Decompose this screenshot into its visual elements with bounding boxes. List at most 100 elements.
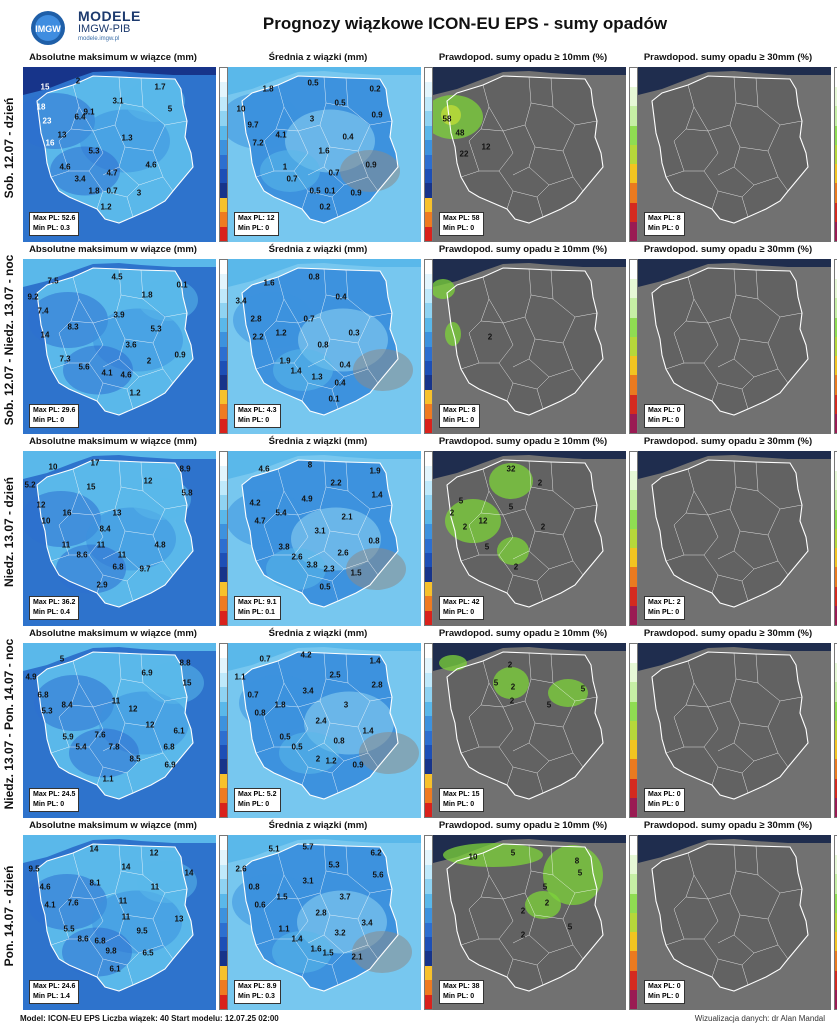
forecast-row: Sob. 12.07 - Niedz. 13.07 - noc Absolutne… — [0, 244, 837, 436]
value-label: 8.9 — [179, 464, 191, 474]
value-label: 18 — [36, 102, 46, 112]
value-label: 5.6 — [372, 870, 384, 880]
panel-title: Średnia z wiązki (mm) — [268, 820, 368, 831]
max-value: Max PL: 42 — [443, 599, 480, 606]
value-label: 6.8 — [37, 690, 49, 700]
panel-title: Prawdopod. sumy opadu ≥ 10mm (%) — [438, 628, 608, 639]
value-label: 15 — [86, 482, 96, 492]
value-label: 8.6 — [76, 550, 88, 560]
value-label: 4.2 — [300, 650, 312, 660]
value-label: 0.9 — [352, 760, 364, 770]
max-min-box: Max PL: 9.1 Min PL: 0.1 — [234, 596, 281, 620]
value-label: 0.8 — [254, 708, 266, 718]
value-label: 5.3 — [41, 706, 53, 716]
map-panel: Średnia z wiązki (mm) 5.1 5.7 6.2 2.6 5.3 5.6… — [223, 820, 446, 1012]
max-min-box: Max PL: 0 Min PL: 0 — [644, 404, 685, 428]
value-label: 1.1 — [234, 672, 246, 682]
value-label: 2 — [520, 930, 526, 940]
color-scale-bar — [424, 451, 433, 626]
value-label: 2.8 — [250, 314, 262, 324]
color-scale-bar — [219, 835, 228, 1010]
value-label: 5.6 — [78, 362, 90, 372]
value-label: 5.2 — [24, 480, 36, 490]
max-min-box: Max PL: 0 Min PL: 0 — [644, 788, 685, 812]
value-label: 3.4 — [74, 174, 86, 184]
max-min-box: Max PL: 8.9 Min PL: 0.3 — [234, 980, 281, 1004]
value-label: 4.7 — [106, 168, 118, 178]
value-label: 5 — [493, 678, 499, 688]
value-label: 3.4 — [361, 918, 373, 928]
value-label: 0.8 — [368, 536, 380, 546]
value-label: 1.5 — [276, 892, 288, 902]
value-label: 6.5 — [142, 948, 154, 958]
color-scale-bar — [424, 643, 433, 818]
map-panel: Absolutne maksimum w wiązce (mm) 7.5 4.5 0… — [18, 244, 241, 436]
value-label: 6.1 — [109, 964, 121, 974]
map-panel: Prawdopod. sumy opadu ≥ 10mm (%) 10 5 8 5 5 2… — [428, 820, 649, 1012]
max-value: Max PL: 29.6 — [33, 407, 76, 414]
min-value: Min PL: 0.3 — [33, 225, 70, 232]
value-label: 4.6 — [258, 464, 270, 474]
value-label: 32 — [506, 464, 516, 474]
max-value: Max PL: 52.6 — [33, 215, 76, 222]
value-label: 0.5 — [279, 732, 291, 742]
max-min-box: Max PL: 29.6 Min PL: 0 — [29, 404, 80, 428]
logo-line-2: IMGW-PIB — [78, 23, 131, 35]
value-label: 14 — [89, 844, 99, 854]
max-value: Max PL: 58 — [443, 215, 480, 222]
max-min-box: Max PL: 36.2 Min PL: 0.4 — [29, 596, 80, 620]
value-label: 5.3 — [150, 324, 162, 334]
value-label: 0.9 — [350, 188, 362, 198]
min-value: Min PL: 0 — [648, 993, 680, 1000]
color-scale-bar — [424, 67, 433, 242]
value-label: 2.8 — [371, 680, 383, 690]
value-label: 0.7 — [328, 168, 340, 178]
value-label: 11 — [117, 550, 127, 560]
color-scale-bar — [424, 835, 433, 1010]
max-value: Max PL: 0 — [648, 407, 681, 414]
value-label: 1.2 — [100, 202, 112, 212]
map-panel: Średnia z wiązki (mm) 1.6 0.8 3.4 0.4 2.8 0.7… — [223, 244, 446, 436]
value-label: 6.9 — [141, 668, 153, 678]
min-value: Min PL: 1.4 — [33, 993, 70, 1000]
value-label: 2.5 — [329, 670, 341, 680]
value-label: 2 — [146, 356, 152, 366]
value-label: 1.8 — [262, 84, 274, 94]
value-label: 6.8 — [94, 936, 106, 946]
panel-title: Średnia z wiązki (mm) — [268, 52, 368, 63]
map-panel: Absolutne maksimum w wiązce (mm) 5 8.8 4.9… — [18, 628, 241, 820]
panel-title: Prawdopod. sumy opadu ≥ 30mm (%) — [643, 436, 813, 447]
value-label: 8.4 — [61, 700, 73, 710]
value-label: 22 — [459, 149, 469, 159]
value-label: 9.8 — [105, 946, 117, 956]
min-value: Min PL: 0 — [648, 801, 680, 808]
value-label: 4.1 — [101, 368, 113, 378]
value-label: 2.3 — [323, 564, 335, 574]
color-scale-bar — [834, 67, 837, 242]
map-panel: Średnia z wiązki (mm) 0.7 4.2 1.4 1.1 2.5 2.8… — [223, 628, 446, 820]
value-label: 1.2 — [275, 328, 287, 338]
header: IMGW MODELE IMGW-PIB modele.imgw.pl Prog… — [0, 0, 837, 50]
value-label: 14 — [40, 330, 50, 340]
value-label: 5 — [458, 496, 464, 506]
value-label: 12 — [36, 500, 46, 510]
min-value: Min PL: 0.3 — [238, 993, 275, 1000]
value-label: 2.6 — [337, 548, 349, 558]
value-label: 0.8 — [333, 736, 345, 746]
value-label: 5.4 — [275, 508, 287, 518]
color-scale-bar — [219, 451, 228, 626]
row-period-text: Niedz. 13.07 - dzień — [2, 476, 16, 588]
value-label: 8 — [574, 856, 580, 866]
value-label: 1.1 — [278, 924, 290, 934]
value-label: 2.8 — [315, 908, 327, 918]
row-period-label: Sob. 12.07 - Niedz. 13.07 - noc — [0, 244, 18, 436]
min-value: Min PL: 0 — [648, 225, 680, 232]
value-label: 0.5 — [307, 78, 319, 88]
value-label: 9.7 — [247, 120, 259, 130]
map-image: 32 2 5 5 2 12 2 2 5 2 Max PL: 42 Min PL: 0 — [433, 451, 626, 626]
value-label: 7.8 — [108, 742, 120, 752]
value-label: 2.9 — [96, 580, 108, 590]
min-value: Min PL: 0 — [443, 225, 475, 232]
map-image: 4.6 8 1.9 2.2 1.4 4.9 4.2 5.4 2.1 4.7 3.1 0.8 3.8 2.6… — [228, 451, 421, 626]
panel-title: Prawdopod. sumy opadu ≥ 10mm (%) — [438, 244, 608, 255]
